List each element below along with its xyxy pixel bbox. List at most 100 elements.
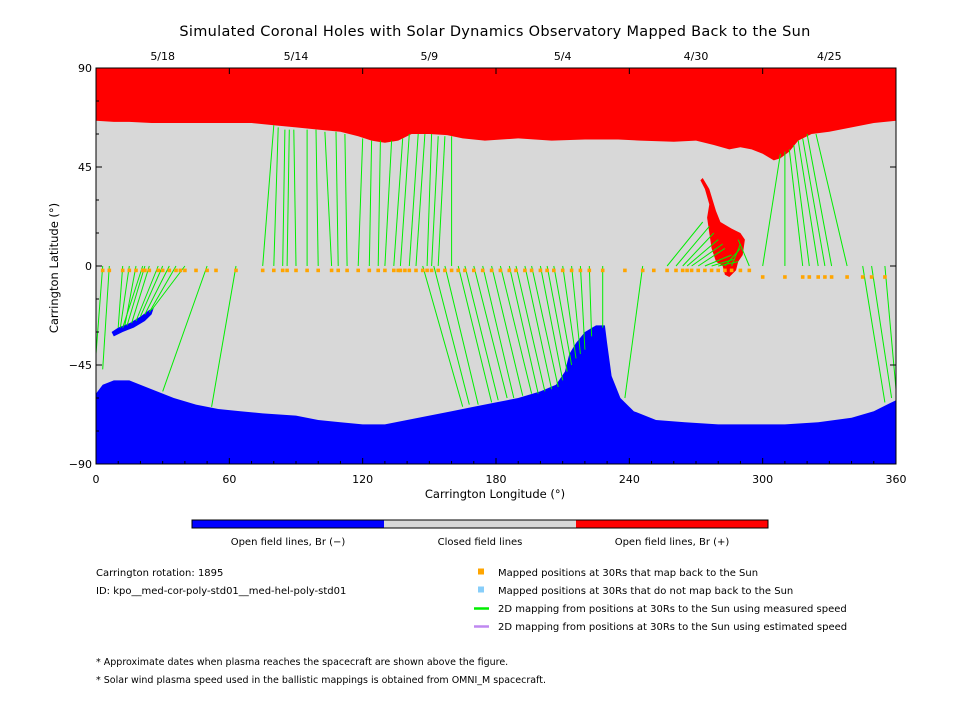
mapped-point	[807, 275, 812, 279]
date-label: 4/30	[684, 50, 709, 63]
mapping-line	[862, 265, 886, 403]
legend-swatch	[478, 568, 484, 575]
legend-label: 2D mapping from positions at 30Rs to the…	[498, 604, 847, 615]
chart-title: Simulated Coronal Holes with Solar Dynam…	[179, 24, 810, 40]
mapped-point	[414, 268, 418, 273]
mapped-point	[398, 268, 403, 273]
mapping-line	[262, 125, 275, 267]
x-tick-label: 180	[486, 473, 507, 486]
legend-label: 2D mapping from positions at 30Rs to the…	[498, 622, 847, 633]
mapped-point	[640, 268, 645, 273]
mapped-point	[140, 268, 145, 273]
mapped-point	[383, 268, 387, 273]
date-label: 5/4	[554, 50, 572, 63]
mapped-point	[396, 268, 400, 273]
x-tick-label: 240	[619, 473, 640, 486]
mapped-point	[147, 268, 152, 273]
y-tick-label: −45	[69, 359, 92, 372]
mapped-point	[723, 268, 727, 273]
mapped-point	[156, 268, 160, 273]
mapping-line	[408, 133, 419, 267]
mapped-point	[560, 268, 565, 273]
date-label: 5/9	[420, 50, 438, 63]
y-tick-label: −90	[69, 458, 92, 471]
colorbar-label: Open field lines, Br (−)	[231, 537, 346, 548]
mapping-line	[884, 265, 897, 390]
mapping-line	[491, 265, 524, 396]
legend-swatch	[478, 586, 484, 593]
mapped-point	[174, 268, 178, 273]
mapped-point	[489, 268, 494, 273]
mapped-point	[407, 268, 412, 273]
mapping-line	[666, 221, 704, 267]
mapped-point	[194, 268, 198, 273]
mapping-line	[571, 265, 581, 355]
mapped-point	[623, 268, 627, 273]
mapping-line	[344, 133, 348, 267]
mapped-point	[680, 268, 685, 273]
mapped-point	[703, 268, 707, 273]
colorbar-segment	[576, 520, 768, 528]
mapped-point	[316, 268, 320, 273]
mapping-line	[102, 265, 110, 370]
mapped-point	[569, 268, 574, 273]
mapping-line	[806, 133, 833, 267]
mapped-point	[587, 268, 592, 273]
mapped-point	[860, 275, 865, 279]
mapped-point	[443, 268, 447, 273]
mapped-point	[403, 268, 407, 273]
mapping-line	[546, 265, 568, 372]
mapped-point	[214, 268, 218, 273]
mapping-line	[737, 239, 750, 267]
y-tick-label: 45	[78, 161, 92, 174]
y-tick-label: 90	[78, 62, 92, 75]
mapping-line	[762, 153, 781, 267]
mapping-line	[162, 265, 208, 392]
mapping-line	[675, 226, 710, 267]
mapped-point	[294, 268, 298, 273]
mapping-line	[95, 265, 104, 355]
mapped-point	[816, 275, 820, 279]
mapping-line	[211, 265, 237, 407]
mapping-line	[315, 129, 319, 267]
date-label: 4/25	[817, 50, 842, 63]
mapped-point	[356, 268, 360, 273]
mapped-point	[425, 268, 429, 273]
mapped-point	[507, 268, 512, 273]
south-coronal-hole	[96, 325, 896, 464]
mapped-point	[260, 268, 265, 273]
mapped-point	[747, 268, 752, 273]
mapped-point	[429, 268, 434, 273]
mapping-line	[131, 265, 150, 324]
mapped-point	[552, 268, 556, 273]
mapping-line	[368, 140, 373, 267]
date-label: 5/14	[284, 50, 309, 63]
mapped-point	[420, 268, 425, 273]
mapped-point	[167, 268, 172, 273]
carrington-rotation: Carrington rotation: 1895	[96, 568, 223, 579]
mapping-line	[335, 131, 339, 267]
mapped-point	[392, 268, 396, 273]
mapping-line	[384, 140, 393, 267]
x-tick-label: 300	[752, 473, 773, 486]
mapped-point	[436, 268, 440, 273]
colorbar-frame	[191, 519, 769, 529]
mapping-line	[624, 265, 644, 399]
mapping-line	[797, 140, 819, 267]
mapped-point	[234, 268, 238, 273]
mapping-line	[415, 133, 426, 267]
mapped-point	[716, 268, 720, 273]
mapped-point	[578, 268, 583, 273]
mapping-line	[531, 265, 559, 388]
colorbar: Open field lines, Br (−) Closed field lin…	[191, 519, 769, 548]
mapping-line	[324, 131, 333, 267]
mapping-line	[457, 265, 493, 403]
positive-polarity-tongue	[700, 178, 745, 277]
mapping-line	[579, 265, 586, 350]
mapping-line	[431, 136, 439, 267]
mapped-point	[738, 268, 743, 273]
mapped-point	[183, 268, 187, 273]
mapped-point	[529, 268, 534, 273]
mapping-line	[135, 265, 159, 322]
